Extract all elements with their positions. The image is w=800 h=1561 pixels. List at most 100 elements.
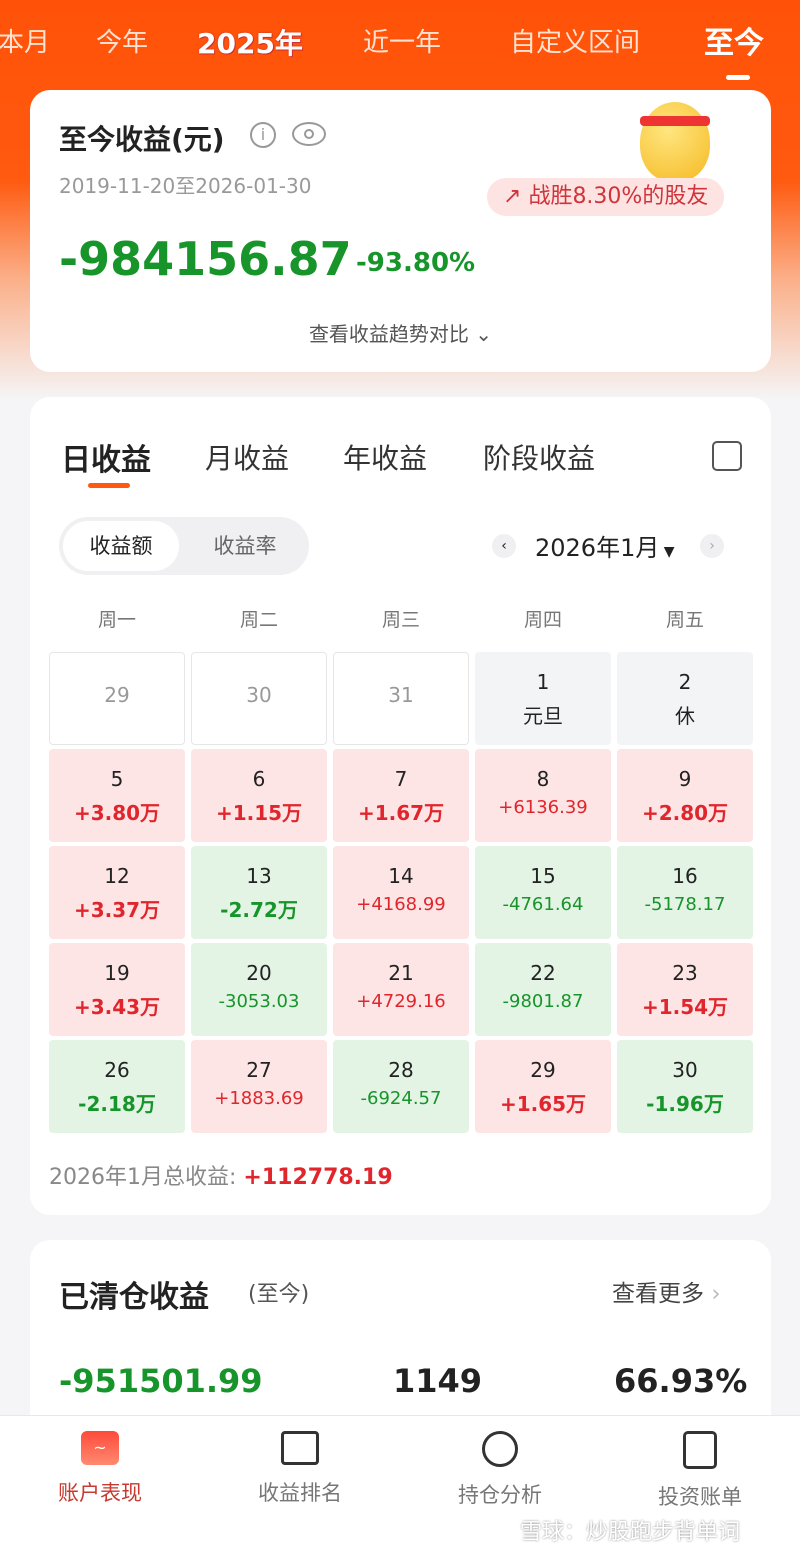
calendar-day[interactable]: 26 -2.18万 [49, 1040, 185, 1133]
day-number: 26 [104, 1058, 130, 1082]
cleared-sub: (至今) [248, 1282, 310, 1307]
nav-profit-ranking[interactable]: 收益排名 [200, 1431, 400, 1507]
toggle-rate[interactable]: 收益率 [213, 534, 277, 558]
bar-chart-icon [281, 1431, 319, 1465]
calendar-day[interactable]: 6 +1.15万 [191, 749, 327, 842]
day-number: 29 [104, 683, 130, 707]
prev-month-button[interactable]: ‹ [492, 534, 516, 558]
nav-label: 账户表现 [58, 1481, 142, 1505]
calendar-day[interactable]: 21 +4729.16 [333, 943, 469, 1036]
calendar-day[interactable]: 29 [49, 652, 185, 745]
weekday-label: 周一 [97, 609, 136, 631]
calendar-day[interactable]: 15 -4761.64 [475, 846, 611, 939]
day-number: 16 [672, 864, 698, 888]
day-profit: -2.18万 [78, 1092, 156, 1116]
total-percent: -93.80% [356, 248, 476, 278]
day-number: 27 [246, 1058, 272, 1082]
calendar-day[interactable]: 30 -1.96万 [617, 1040, 753, 1133]
tab-indicator [88, 483, 130, 488]
calendar-day[interactable]: 29 +1.65万 [475, 1040, 611, 1133]
view-more-text: 查看更多 [612, 1281, 704, 1307]
trend-compare-link[interactable]: 查看收益趋势对比 ⌄ [30, 318, 771, 347]
toggle-amount[interactable]: 收益额 [63, 521, 179, 571]
day-number: 29 [530, 1058, 556, 1082]
beat-badge[interactable]: ↗ 战胜8.30%的股友 [487, 178, 725, 216]
nav-label: 持仓分析 [458, 1483, 542, 1507]
day-profit: -5178.17 [644, 894, 726, 915]
summary-title: 至今收益(元) [59, 123, 225, 156]
calendar-day[interactable]: 14 +4168.99 [333, 846, 469, 939]
day-number: 12 [104, 864, 130, 888]
tab-this-year[interactable]: 今年 [96, 28, 149, 58]
nav-label: 收益排名 [258, 1481, 342, 1505]
calendar-day[interactable]: 27 +1883.69 [191, 1040, 327, 1133]
calendar-day[interactable]: 23 +1.54万 [617, 943, 753, 1036]
next-month-button[interactable]: › [700, 534, 724, 558]
day-profit: -6924.57 [360, 1088, 442, 1109]
nav-investment-bill[interactable]: 投资账单 [600, 1431, 800, 1511]
month-label: 2026年1月 [535, 534, 660, 562]
tab-this-month[interactable]: 本月 [0, 28, 51, 58]
day-profit: +3.80万 [73, 801, 161, 825]
day-profit: +2.80万 [641, 801, 729, 825]
calendar-day[interactable]: 16 -5178.17 [617, 846, 753, 939]
day-number: 21 [388, 961, 414, 985]
tab-to-date[interactable]: 至今 [704, 26, 764, 61]
day-number: 22 [530, 961, 556, 985]
amount-rate-toggle: 收益额 收益率 [59, 517, 309, 575]
tab-last-year[interactable]: 近一年 [363, 28, 442, 58]
tab-period[interactable]: 阶段收益 [483, 442, 596, 475]
calendar-day[interactable]: 19 +3.43万 [49, 943, 185, 1036]
day-number: 30 [246, 683, 272, 707]
eye-icon[interactable] [292, 122, 326, 146]
month-selector[interactable]: 2026年1月 ▼ [535, 528, 675, 563]
calendar-day[interactable]: 28 -6924.57 [333, 1040, 469, 1133]
day-number: 28 [388, 1058, 414, 1082]
tab-2025[interactable]: 2025年 [197, 27, 303, 60]
account-chart-icon: ~ [81, 1431, 119, 1465]
nav-holding-analysis[interactable]: 持仓分析 [400, 1431, 600, 1509]
info-icon[interactable]: i [250, 122, 276, 148]
calendar-day[interactable]: 22 -9801.87 [475, 943, 611, 1036]
tab-custom-range[interactable]: 自定义区间 [510, 28, 641, 58]
month-total-label: 2026年1月总收益: [49, 1165, 237, 1190]
day-profit: -1.96万 [646, 1092, 724, 1116]
calendar-day[interactable]: 12 +3.37万 [49, 846, 185, 939]
share-icon[interactable] [712, 441, 742, 471]
weekday-label: 周三 [381, 609, 420, 631]
beat-text: 战胜8.30%的股友 [528, 184, 709, 209]
nav-label: 投资账单 [658, 1485, 742, 1509]
mascot-icon [640, 102, 710, 182]
tab-yearly[interactable]: 年收益 [343, 442, 428, 475]
calendar-day[interactable]: 1 元旦 [475, 652, 611, 745]
weekday-label: 周四 [523, 609, 562, 631]
total-profit: -984156.87 [59, 232, 352, 286]
day-profit: +4729.16 [356, 991, 446, 1012]
weekday-label: 周五 [665, 609, 704, 631]
weekday-label: 周二 [239, 609, 278, 631]
tab-monthly[interactable]: 月收益 [205, 442, 290, 475]
day-profit: +4168.99 [356, 894, 446, 915]
day-profit: +1.65万 [499, 1092, 587, 1116]
cleared-amount: -951501.99 [59, 1362, 263, 1400]
chevron-right-icon: › [711, 1281, 721, 1307]
calendar-day[interactable]: 31 [333, 652, 469, 745]
calendar-day[interactable]: 20 -3053.03 [191, 943, 327, 1036]
day-profit: -3053.03 [218, 991, 300, 1012]
calendar-day[interactable]: 8 +6136.39 [475, 749, 611, 842]
watermark: 雪球：炒股跑步背单词 [520, 1520, 741, 1545]
calendar-day[interactable]: 7 +1.67万 [333, 749, 469, 842]
month-total-value: +112778.19 [243, 1165, 393, 1190]
calendar-day[interactable]: 9 +2.80万 [617, 749, 753, 842]
calendar-day[interactable]: 13 -2.72万 [191, 846, 327, 939]
calendar-day[interactable]: 5 +3.80万 [49, 749, 185, 842]
tab-daily[interactable]: 日收益 [61, 443, 151, 478]
nav-account-performance[interactable]: ~ 账户表现 [0, 1431, 200, 1507]
calendar-day[interactable]: 30 [191, 652, 327, 745]
day-number: 31 [388, 683, 414, 707]
day-profit: 休 [675, 704, 695, 728]
share-icon: ↗ [503, 184, 529, 209]
view-more-link[interactable]: 查看更多 › [612, 1274, 721, 1308]
day-profit: +1.54万 [641, 995, 729, 1019]
